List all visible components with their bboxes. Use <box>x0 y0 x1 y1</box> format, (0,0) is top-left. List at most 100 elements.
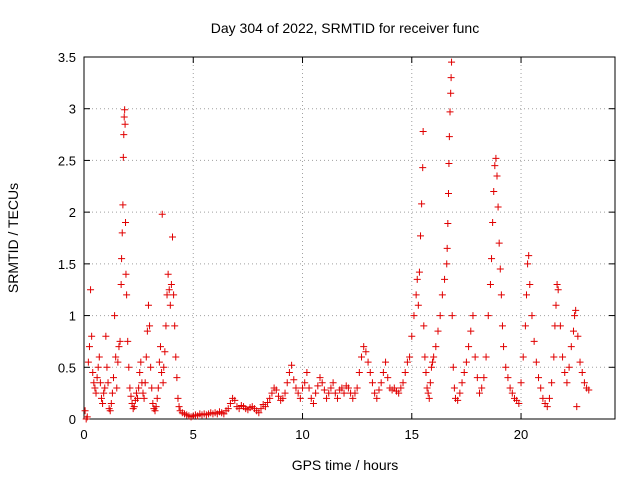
data-point <box>155 358 163 366</box>
data-point <box>266 394 274 402</box>
data-point <box>93 374 101 382</box>
data-point <box>366 368 374 376</box>
data-point <box>257 405 265 413</box>
data-point <box>561 368 569 376</box>
data-point <box>351 389 359 397</box>
data-point <box>526 281 534 289</box>
data-point <box>158 210 166 218</box>
data-point <box>114 358 122 366</box>
data-point <box>515 399 523 407</box>
data-point <box>122 270 130 278</box>
data-point <box>160 363 168 371</box>
data-point <box>127 392 135 400</box>
y-axis-label: SRMTID / TECUs <box>5 183 21 293</box>
data-point <box>88 332 96 340</box>
data-point <box>382 358 390 366</box>
data-point <box>90 379 98 387</box>
data-point <box>447 89 455 97</box>
data-point <box>476 389 484 397</box>
data-point <box>307 394 315 402</box>
data-point <box>408 332 416 340</box>
data-point <box>107 399 115 407</box>
data-point <box>572 306 580 314</box>
data-point <box>424 389 432 397</box>
data-point <box>294 389 302 397</box>
data-point <box>224 405 232 413</box>
data-point <box>498 322 506 330</box>
data-point <box>118 255 126 263</box>
data-point <box>478 384 486 392</box>
data-point <box>87 286 95 294</box>
data-point <box>438 291 446 299</box>
y-tick-label: 2 <box>69 205 76 220</box>
data-point <box>449 363 457 371</box>
data-point <box>329 379 337 387</box>
data-point <box>375 386 383 394</box>
data-point <box>170 291 178 299</box>
data-point <box>309 399 317 407</box>
data-point <box>491 162 499 170</box>
data-point <box>165 286 173 294</box>
data-point <box>497 291 505 299</box>
data-point <box>494 203 502 211</box>
data-point <box>500 343 508 351</box>
data-point <box>279 394 287 402</box>
data-point <box>565 363 573 371</box>
data-point <box>122 218 130 226</box>
data-point <box>465 343 473 351</box>
data-point <box>148 384 156 392</box>
data-point <box>117 281 125 289</box>
data-point <box>141 379 149 387</box>
data-point <box>349 394 357 402</box>
data-point <box>445 160 453 168</box>
data-point <box>124 337 132 345</box>
data-point <box>121 106 129 114</box>
data-point <box>417 232 425 240</box>
data-point <box>110 374 117 382</box>
data-point <box>371 389 379 397</box>
data-point <box>125 363 133 371</box>
data-point <box>495 239 503 247</box>
data-point <box>563 379 571 387</box>
data-point <box>377 379 385 387</box>
data-point <box>419 164 427 172</box>
data-point <box>264 398 272 406</box>
data-point <box>524 260 532 268</box>
data-point <box>420 322 428 330</box>
data-point <box>364 358 372 366</box>
data-point <box>120 113 128 121</box>
data-point <box>173 374 181 382</box>
data-point <box>578 368 586 376</box>
data-point <box>161 348 169 356</box>
data-point <box>521 322 529 330</box>
data-point <box>358 353 366 361</box>
data-point <box>576 358 584 366</box>
data-point <box>89 368 97 376</box>
y-tick-label: 1 <box>69 309 76 324</box>
data-point <box>535 374 543 382</box>
data-point <box>574 332 582 340</box>
chart-title: Day 304 of 2022, SRMTID for receiver fun… <box>211 20 479 36</box>
data-point <box>446 108 454 116</box>
data-point <box>97 394 105 402</box>
data-point <box>153 394 161 402</box>
data-point <box>525 252 533 260</box>
data-point <box>301 379 309 387</box>
y-tick-label: 3 <box>69 102 76 117</box>
data-point <box>482 353 490 361</box>
data-point <box>140 394 148 402</box>
axis-ticks: 0 5 10 15 20 0 0.5 1 1.5 2 2.5 3 3.5 <box>58 50 615 442</box>
data-point <box>355 368 363 376</box>
data-point <box>548 379 556 387</box>
data-point <box>123 291 131 299</box>
data-point <box>143 327 151 335</box>
data-point <box>83 413 91 421</box>
data-point <box>104 379 112 387</box>
data-point <box>471 353 479 361</box>
data-point <box>353 384 361 392</box>
data-point <box>550 353 558 361</box>
data-point <box>444 220 452 228</box>
data-point <box>331 389 339 397</box>
data-point <box>553 281 561 289</box>
